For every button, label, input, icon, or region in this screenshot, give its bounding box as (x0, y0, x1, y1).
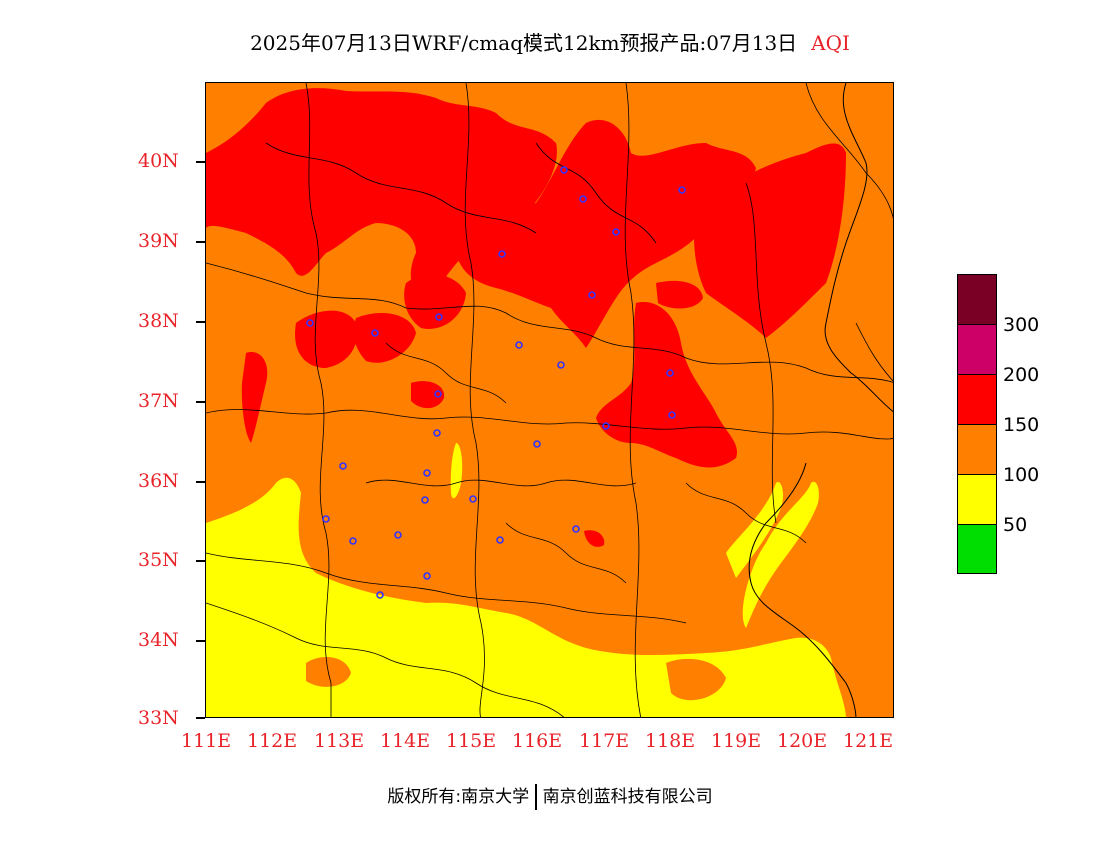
moderate-patch-2 (666, 658, 726, 701)
aqi-forecast-map (205, 82, 894, 718)
lon-label-121e: 121E (843, 730, 894, 752)
lat-label-37n: 37N (138, 390, 179, 412)
lat-label-40n: 40N (138, 150, 179, 172)
admin-boundaries (206, 83, 893, 717)
legend-label-300: 300 (1003, 314, 1040, 336)
coastline (748, 83, 893, 717)
unhealthy-region-west-ring (295, 310, 358, 368)
unhealthy-region-east-small (656, 280, 703, 309)
unhealthy-region-blob-center (404, 274, 466, 329)
good-strip (450, 443, 463, 499)
lon-label-118e: 118E (645, 730, 696, 752)
unhealthy-region-small-center (411, 381, 445, 409)
lon-label-116e: 116E (512, 730, 563, 752)
lat-label-38n: 38N (138, 310, 179, 332)
unhealthy-region-southwest-spot (241, 352, 268, 443)
lat-tick (196, 717, 205, 719)
credit-separator (535, 784, 537, 810)
lon-label-120e: 120E (777, 730, 828, 752)
lat-tick (196, 481, 205, 483)
legend-bin-0-50 (957, 524, 997, 574)
map-canvas (206, 83, 893, 717)
credit-line: 版权所有:南京大学 南京创蓝科技有限公司 (0, 782, 1100, 810)
legend-bin-above-300 (957, 274, 997, 324)
lon-label-113e: 113E (314, 730, 365, 752)
lat-tick (196, 161, 205, 163)
lon-label-117e: 117E (579, 730, 630, 752)
title-product: AQI (811, 31, 850, 55)
lat-label-36n: 36N (138, 470, 179, 492)
lon-label-114e: 114E (380, 730, 431, 752)
legend-bin-200-300 (957, 324, 997, 374)
lon-label-111e: 111E (181, 730, 232, 752)
legend-label-200: 200 (1003, 364, 1040, 386)
legend-bin-100-150 (957, 424, 997, 474)
lat-tick (196, 241, 205, 243)
lat-tick (196, 321, 205, 323)
lon-label-112e: 112E (247, 730, 298, 752)
lon-label-119e: 119E (711, 730, 762, 752)
lat-tick (196, 560, 205, 562)
lat-label-35n: 35N (138, 549, 179, 571)
unhealthy-region-east (596, 302, 737, 468)
lat-label-39n: 39N (138, 230, 179, 252)
legend-label-100: 100 (1003, 464, 1040, 486)
map-title: 2025年07月13日WRF/cmaq模式12km预报产品:07月13日 AQI (0, 27, 1100, 56)
aqi-legend (957, 274, 997, 574)
unhealthy-region-northeast-bay (694, 143, 846, 338)
station-markers (306, 166, 686, 599)
credit-left: 版权所有:南京大学 (387, 787, 530, 807)
unhealthy-region-south-spot (584, 530, 605, 547)
unhealthy-region-north-center (456, 119, 756, 348)
legend-bin-150-200 (957, 374, 997, 424)
lat-label-34n: 34N (138, 629, 179, 651)
lat-tick (196, 640, 205, 642)
credit-right: 南京创蓝科技有限公司 (542, 787, 713, 807)
unhealthy-region-west-ring-2 (353, 313, 416, 363)
good-region-southeast (742, 481, 819, 628)
lat-tick (196, 401, 205, 403)
legend-bin-50-100 (957, 474, 997, 524)
lat-label-33n: 33N (138, 707, 179, 729)
good-region-south (206, 477, 846, 717)
good-region-east (726, 482, 784, 578)
lon-label-115e: 115E (446, 730, 497, 752)
title-main: 2025年07月13日WRF/cmaq模式12km预报产品:07月13日 (250, 31, 798, 55)
legend-label-150: 150 (1003, 414, 1040, 436)
legend-label-50: 50 (1003, 514, 1028, 536)
